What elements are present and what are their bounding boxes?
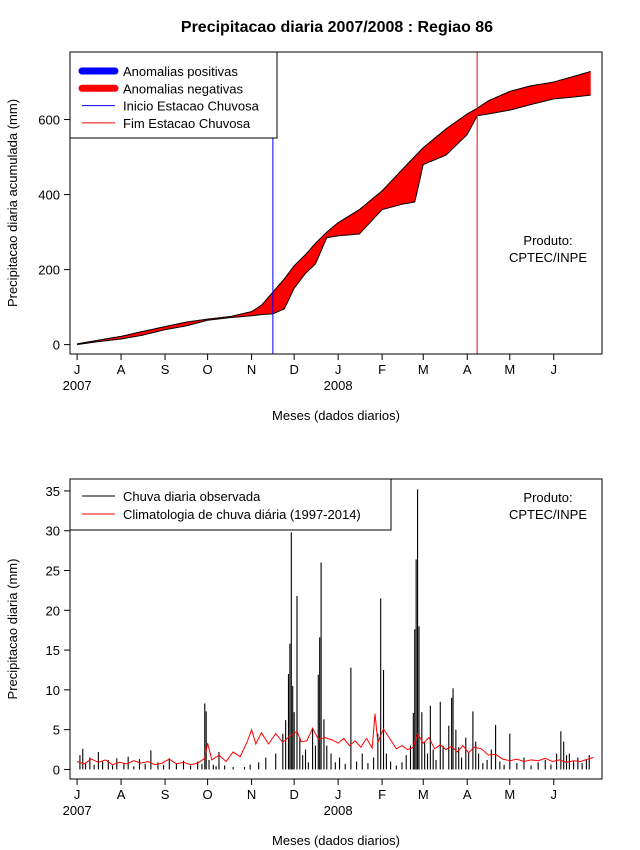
bottom-y-tick-label: 5 [53,723,60,738]
top-x-tick-label: J [335,362,342,377]
top-x-tick-label: O [203,362,213,377]
observed-accumulated-line [77,94,591,346]
top-year-label: 2007 [63,378,92,393]
top-legend-label: Anomalias positivas [123,64,238,79]
bottom-x-tick-label: F [378,787,386,802]
bottom-legend-label: Chuva diaria observada [123,489,261,504]
bottom-y-tick-label: 20 [46,603,60,618]
top-x-axis-title: Meses (dados diarios) [272,408,400,423]
top-year-label: 2008 [324,378,353,393]
top-legend-box [69,51,278,139]
bottom-y-tick-label: 0 [53,762,60,777]
bottom-legend: Chuva diaria observada Climatologia de ch… [69,478,392,531]
top-x-tick-label: A [117,362,126,377]
top-y-tick-label: 400 [38,188,60,203]
top-chart-title: Precipitacao diaria 2007/2008 : Regiao 8… [181,19,493,36]
top-x-tick-label: D [289,362,298,377]
bottom-x-tick-label: J [551,787,558,802]
bottom-x-tick-label: M [418,787,429,802]
bottom-y-tick-label: 15 [46,643,60,658]
bottom-legend-box [69,478,392,531]
bottom-legend-label: Climatologia de chuva diária (1997-2014) [123,507,361,522]
bottom-x-tick-label: O [203,787,213,802]
top-x-tick-label: M [504,362,515,377]
bottom-x-tick-label: A [463,787,472,802]
top-y-tick-label: 600 [38,113,60,128]
top-annotation-line: Produto: [523,233,572,248]
top-y-tick-label: 0 [53,338,60,353]
top-x-tick-label: J [551,362,558,377]
daily-climatology-line [76,713,594,766]
bottom-annotation-line: CPTEC/INPE [509,507,587,522]
bottom-y-axis-title: Precipitacao diaria (mm) [5,559,20,700]
top-x-tick-label: N [247,362,256,377]
bottom-x-tick-label: A [117,787,126,802]
bottom-annotation-line: Produto: [523,490,572,505]
top-legend-label: Fim Estacao Chuvosa [123,116,251,131]
bottom-x-tick-label: N [247,787,256,802]
negative-anomaly-area [77,71,591,345]
bottom-y-tick-label: 30 [46,524,60,539]
bottom-x-tick-label: J [335,787,342,802]
top-x-tick-label: J [74,362,81,377]
top-legend: Anomalias positivas Anomalias negativas In… [69,51,278,139]
top-x-tick-label: A [463,362,472,377]
top-annotation-line: CPTEC/INPE [509,250,587,265]
climatology-accumulated-line [76,71,591,345]
bottom-x-tick-label: M [504,787,515,802]
bottom-y-tick-label: 10 [46,683,60,698]
bottom-x-tick-label: J [74,787,81,802]
bottom-x-tick-label: S [161,787,170,802]
top-x-tick-label: S [161,362,170,377]
bottom-y-tick-label: 35 [46,484,60,499]
bottom-x-tick-label: D [289,787,298,802]
top-y-tick-label: 200 [38,263,60,278]
bottom-year-label: 2007 [63,803,92,818]
bottom-year-label: 2008 [324,803,353,818]
top-x-tick-label: M [418,362,429,377]
bottom-x-axis-title: Meses (dados diarios) [272,833,400,848]
observed-daily-bars [79,489,590,770]
bottom-y-tick-label: 25 [46,564,60,579]
top-y-axis-title: Precipitacao diaria acumulada (mm) [5,99,20,307]
top-legend-label: Inicio Estacao Chuvosa [123,99,260,114]
top-legend-label: Anomalias negativas [123,81,243,96]
top-x-tick-label: F [378,362,386,377]
